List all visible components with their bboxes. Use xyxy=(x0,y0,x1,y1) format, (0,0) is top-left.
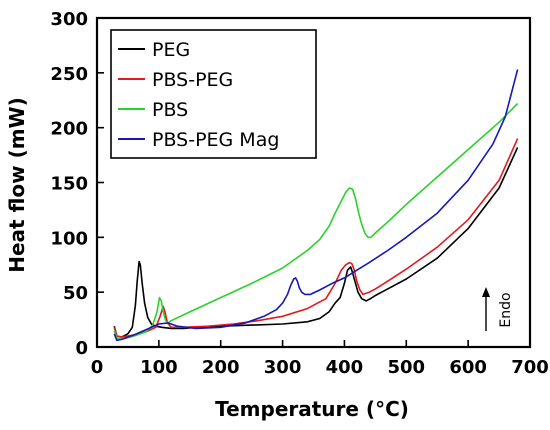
x-tick-label: 600 xyxy=(449,357,487,378)
endo-arrowhead-icon xyxy=(482,287,490,297)
x-axis-title: Temperature (°C) xyxy=(215,397,409,421)
legend-label-1: PBS-PEG xyxy=(152,69,233,91)
endo-annotation: Endo xyxy=(482,287,514,331)
legend-label-2: PBS xyxy=(152,99,188,121)
endo-label: Endo xyxy=(498,292,514,327)
y-axis-ticks: 0 50 100 150 200 250 300 xyxy=(50,9,104,359)
plot-lines xyxy=(113,69,519,342)
legend-items: PEG PBS-PEG PBS PBS-PEG Mag xyxy=(118,39,279,151)
legend-label-3: PBS-PEG Mag xyxy=(152,129,279,151)
y-tick-label: 50 xyxy=(63,283,88,304)
x-tick-label: 700 xyxy=(511,357,549,378)
y-axis-title: Heat flow (mW) xyxy=(5,97,29,273)
x-tick-label: 300 xyxy=(264,357,302,378)
y-tick-label: 150 xyxy=(50,174,88,195)
series-line-2 xyxy=(113,102,519,341)
x-tick-label: 100 xyxy=(140,357,178,378)
legend: PEG PBS-PEG PBS PBS-PEG Mag xyxy=(110,29,317,159)
x-axis-ticks: 0 100 200 300 400 500 600 700 xyxy=(91,340,549,378)
y-tick-label: 250 xyxy=(50,64,88,85)
x-tick-label: 200 xyxy=(202,357,240,378)
x-tick-label: 400 xyxy=(326,357,364,378)
y-tick-label: 0 xyxy=(75,338,88,359)
y-tick-label: 300 xyxy=(50,9,88,30)
legend-label-0: PEG xyxy=(152,39,190,61)
y-tick-label: 100 xyxy=(50,228,88,249)
y-tick-label: 200 xyxy=(50,119,88,140)
series-line-1 xyxy=(113,138,519,338)
x-tick-label: 500 xyxy=(387,357,425,378)
x-tick-label: 0 xyxy=(91,357,104,378)
series-line-3 xyxy=(113,69,519,342)
legend-box xyxy=(110,29,317,159)
plot-frame xyxy=(95,16,532,349)
series-line-0 xyxy=(113,147,519,338)
